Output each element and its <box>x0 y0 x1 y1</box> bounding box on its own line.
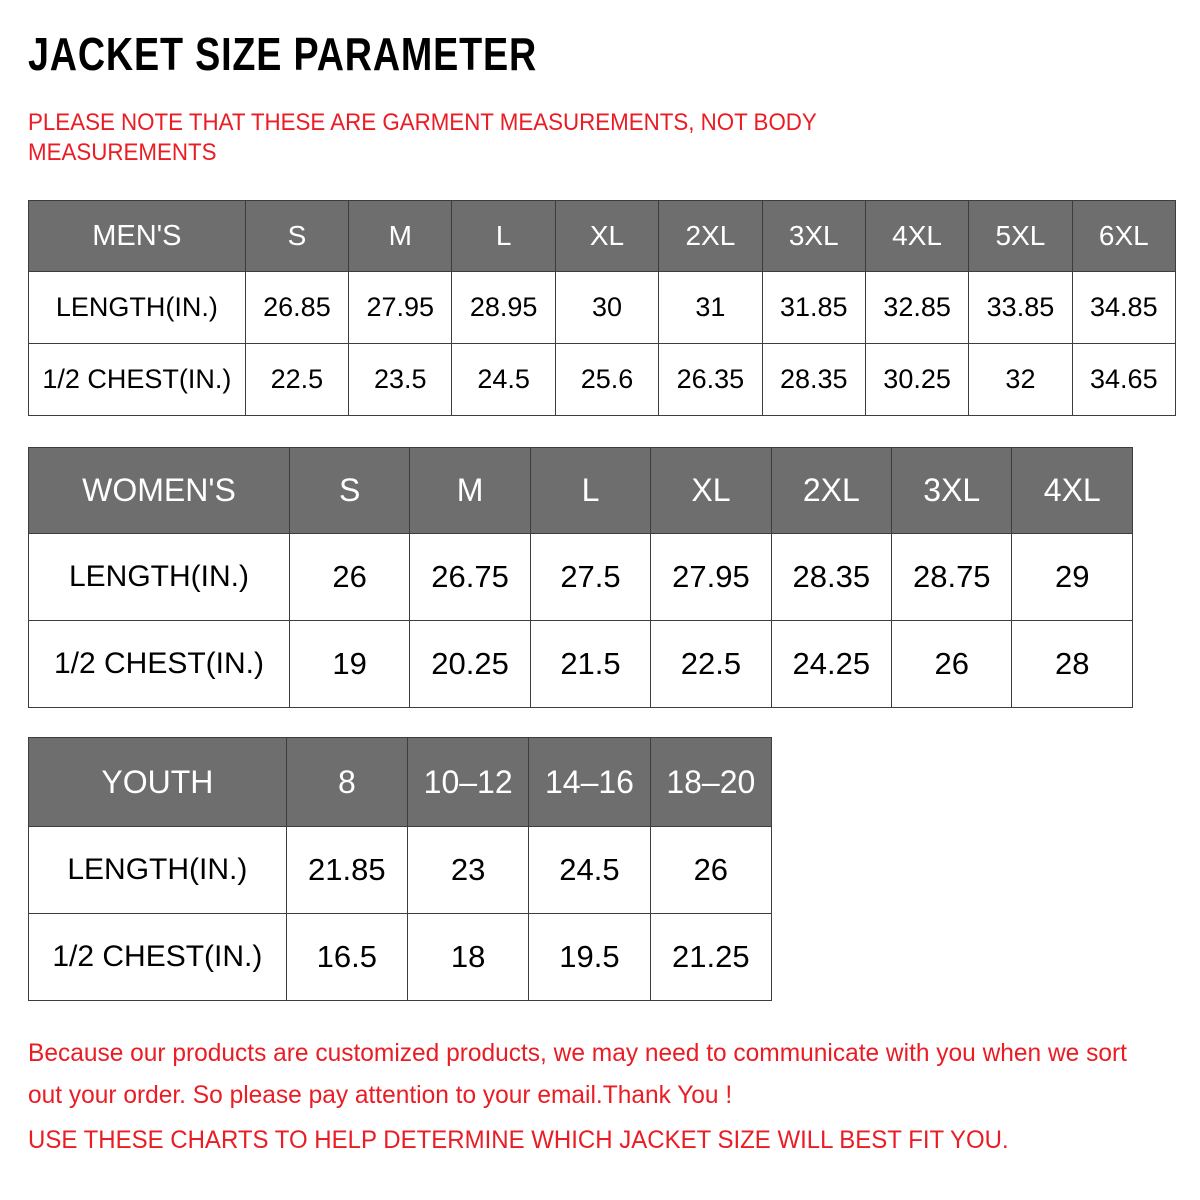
youth-table-title-cell: YOUTH <box>28 737 287 827</box>
measurement-value-cell: 26.85 <box>244 271 350 344</box>
measurement-value-cell: 23 <box>406 826 530 914</box>
measurement-value-cell: 30.25 <box>864 343 970 416</box>
measurement-value-cell: 27.95 <box>650 533 772 621</box>
measurement-value-cell: 25.6 <box>554 343 660 416</box>
measurement-value-cell: 21.85 <box>285 826 409 914</box>
measurement-value-cell: 26 <box>891 620 1013 708</box>
size-column-header: 4XL <box>864 200 970 272</box>
table-row: LENGTH(IN.) 26 26.75 27.5 27.95 28.35 28.75 29 <box>28 533 1133 621</box>
size-column-header: 5XL <box>968 200 1073 272</box>
womens-table-title-cell: WOMEN'S <box>28 447 290 534</box>
measurement-value-cell: 26 <box>288 533 411 621</box>
size-column-header: M <box>409 447 531 534</box>
size-column-header: 3XL <box>761 200 866 272</box>
mens-table-body: LENGTH(IN.) 26.85 27.95 28.95 30 31 31.85 32.85… <box>28 271 1177 416</box>
measurement-label-cell: LENGTH(IN.) <box>28 826 287 914</box>
table-header-row: WOMEN'S S M L XL 2XL 3XL 4XL <box>28 447 1133 534</box>
page-title: JACKET SIZE PARAMETER <box>28 28 538 80</box>
mens-size-table: MEN'S S M L XL 2XL 3XL 4XL 5XL 6XL LENGTH(IN.) 26.… <box>28 200 1177 416</box>
measurement-value-cell: 19 <box>288 620 411 708</box>
measurement-value-cell: 27.5 <box>529 533 652 621</box>
measurement-value-cell: 22.5 <box>244 343 350 416</box>
measurement-value-cell: 24.25 <box>770 620 893 708</box>
size-column-header: 6XL <box>1071 200 1177 272</box>
size-column-header: M <box>348 200 453 272</box>
size-column-header: 8 <box>285 737 409 827</box>
customized-products-note: Because our products are customized prod… <box>28 1039 1127 1109</box>
measurement-value-cell: 31 <box>658 271 763 344</box>
measurement-label-cell: 1/2 CHEST(IN.) <box>28 913 287 1001</box>
mens-table-head: MEN'S S M L XL 2XL 3XL 4XL 5XL 6XL <box>28 200 1177 272</box>
womens-table-head: WOMEN'S S M L XL 2XL 3XL 4XL <box>28 447 1133 534</box>
size-column-header: XL <box>554 200 660 272</box>
measurement-label-cell: LENGTH(IN.) <box>28 271 246 344</box>
measurement-value-cell: 26 <box>649 826 773 914</box>
measurement-value-cell: 19.5 <box>528 913 651 1001</box>
measurement-value-cell: 32.85 <box>864 271 970 344</box>
measurement-value-cell: 31.85 <box>761 271 866 344</box>
measurement-value-cell: 21.5 <box>529 620 652 708</box>
youth-table-body: LENGTH(IN.) 21.85 23 24.5 26 1/2 CHEST(IN.) 16… <box>28 826 773 1001</box>
measurement-value-cell: 28 <box>1011 620 1133 708</box>
size-column-header: 10–12 <box>406 737 530 827</box>
garment-measurement-note: PLEASE NOTE THAT THESE ARE GARMENT MEASU… <box>28 109 817 166</box>
youth-table-head: YOUTH 8 10–12 14–16 18–20 <box>28 737 773 827</box>
measurement-value-cell: 24.5 <box>451 343 556 416</box>
size-column-header: 2XL <box>658 200 763 272</box>
table-header-row: YOUTH 8 10–12 14–16 18–20 <box>28 737 773 827</box>
measurement-value-cell: 28.35 <box>761 343 866 416</box>
measurement-value-cell: 21.25 <box>649 913 773 1001</box>
measurement-value-cell: 16.5 <box>285 913 409 1001</box>
youth-size-table: YOUTH 8 10–12 14–16 18–20 LENGTH(IN.) 21.85 23… <box>28 737 773 1001</box>
measurement-value-cell: 34.65 <box>1071 343 1177 416</box>
measurement-label-cell: 1/2 CHEST(IN.) <box>28 620 290 708</box>
measurement-label-cell: 1/2 CHEST(IN.) <box>28 343 246 416</box>
womens-size-table: WOMEN'S S M L XL 2XL 3XL 4XL LENGTH(IN.) 26 26.75… <box>28 447 1133 708</box>
measurement-value-cell: 28.75 <box>891 533 1013 621</box>
measurement-value-cell: 27.95 <box>348 271 453 344</box>
table-row: 1/2 CHEST(IN.) 22.5 23.5 24.5 25.6 26.35 28.35… <box>28 343 1177 416</box>
table-row: 1/2 CHEST(IN.) 16.5 18 19.5 21.25 <box>28 913 773 1001</box>
measurement-value-cell: 26.75 <box>409 533 531 621</box>
womens-table-body: LENGTH(IN.) 26 26.75 27.5 27.95 28.35 28.75 29 1… <box>28 533 1133 708</box>
measurement-value-cell: 28.95 <box>451 271 556 344</box>
size-column-header: S <box>244 200 350 272</box>
measurement-value-cell: 23.5 <box>348 343 453 416</box>
table-header-row: MEN'S S M L XL 2XL 3XL 4XL 5XL 6XL <box>28 200 1177 272</box>
measurement-value-cell: 30 <box>554 271 660 344</box>
measurement-value-cell: 28.35 <box>770 533 893 621</box>
size-column-header: L <box>529 447 652 534</box>
measurement-value-cell: 33.85 <box>968 271 1073 344</box>
size-column-header: S <box>288 447 411 534</box>
use-charts-note: USE THESE CHARTS TO HELP DETERMINE WHICH… <box>28 1126 1009 1154</box>
measurement-value-cell: 18 <box>406 913 530 1001</box>
measurement-value-cell: 24.5 <box>528 826 651 914</box>
size-column-header: 2XL <box>770 447 893 534</box>
mens-table-title-cell: MEN'S <box>28 200 246 272</box>
table-row: LENGTH(IN.) 26.85 27.95 28.95 30 31 31.85 32.85… <box>28 271 1177 344</box>
size-column-header: 3XL <box>891 447 1013 534</box>
measurement-value-cell: 32 <box>968 343 1073 416</box>
table-row: LENGTH(IN.) 21.85 23 24.5 26 <box>28 826 773 914</box>
size-column-header: 18–20 <box>649 737 773 827</box>
measurement-value-cell: 22.5 <box>650 620 772 708</box>
measurement-value-cell: 29 <box>1011 533 1133 621</box>
size-column-header: L <box>451 200 556 272</box>
measurement-value-cell: 20.25 <box>409 620 531 708</box>
measurement-value-cell: 26.35 <box>658 343 763 416</box>
measurement-label-cell: LENGTH(IN.) <box>28 533 290 621</box>
size-column-header: 4XL <box>1011 447 1133 534</box>
size-column-header: XL <box>650 447 772 534</box>
size-column-header: 14–16 <box>528 737 651 827</box>
measurement-value-cell: 34.85 <box>1071 271 1177 344</box>
table-row: 1/2 CHEST(IN.) 19 20.25 21.5 22.5 24.25 26 28 <box>28 620 1133 708</box>
